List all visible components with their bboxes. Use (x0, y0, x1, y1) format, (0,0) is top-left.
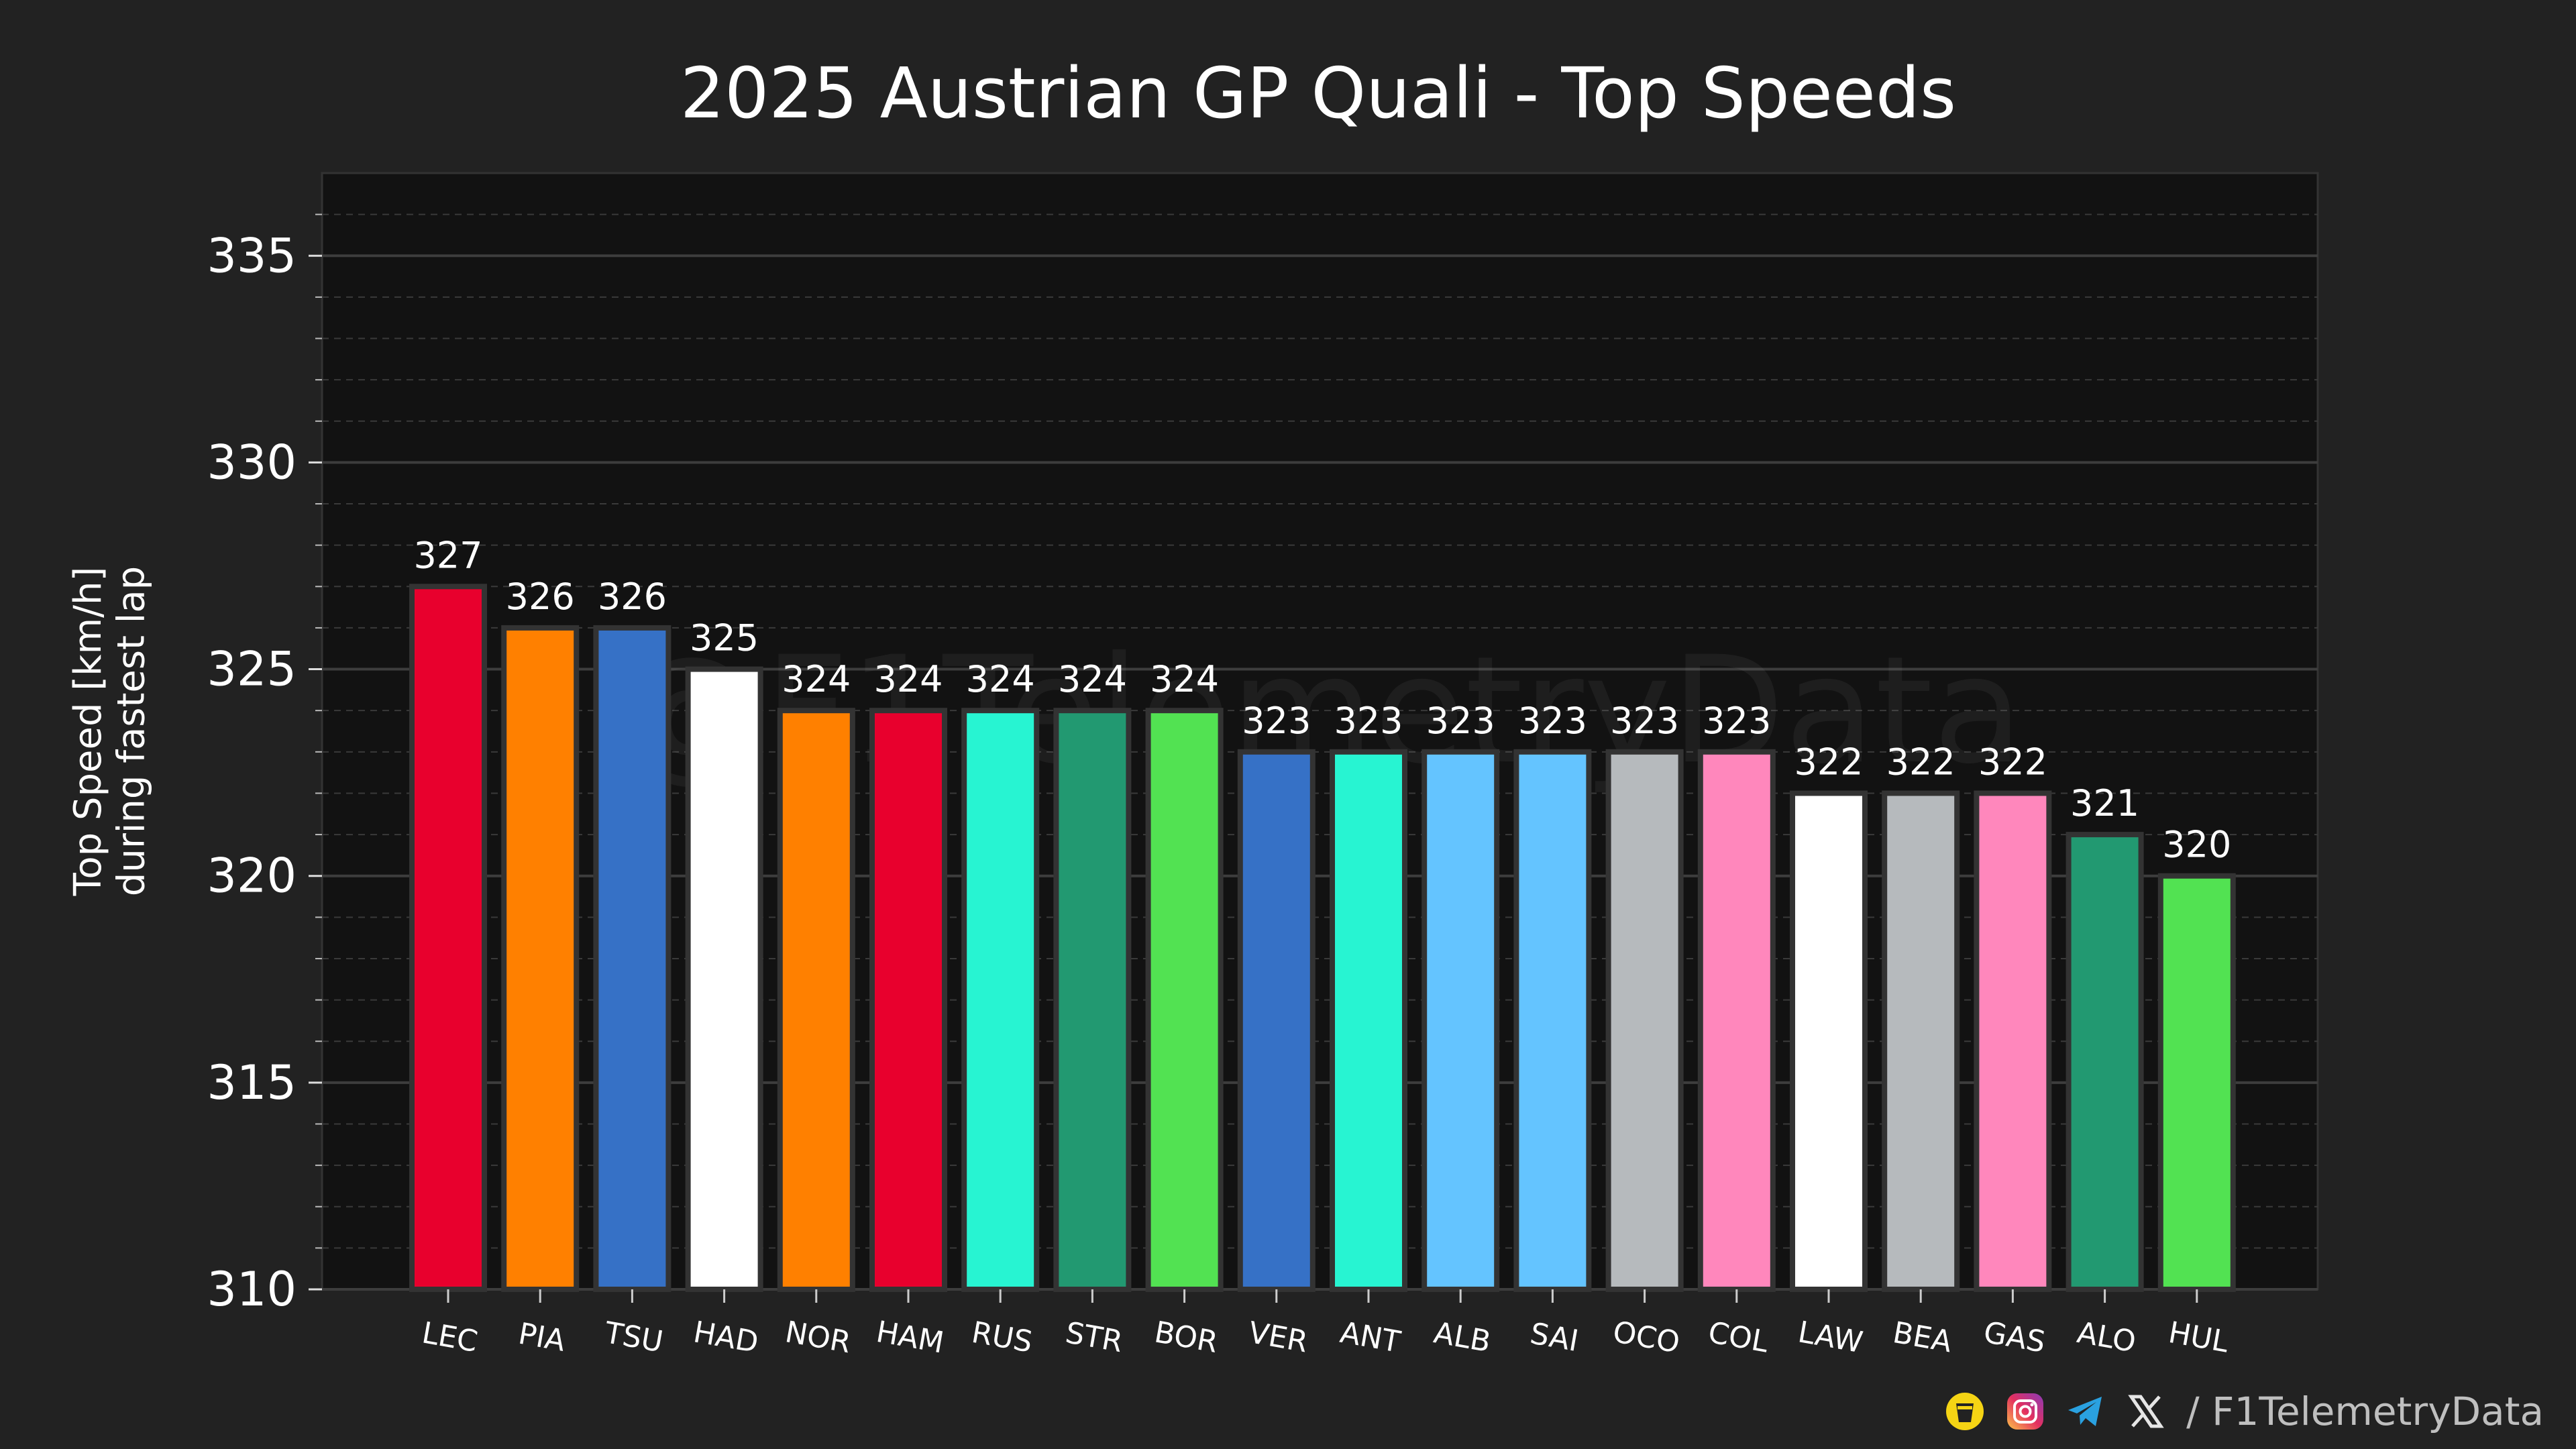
data-label: 324 (873, 658, 943, 700)
telegram-icon[interactable] (2065, 1391, 2106, 1432)
bar-col (1697, 749, 1776, 1292)
chart-title: 2025 Austrian GP Quali - Top Speeds (680, 52, 1956, 134)
x-tick-label: SAI (1527, 1316, 1581, 1358)
x-tick-label: BOR (1152, 1315, 1220, 1360)
data-label: 323 (1242, 700, 1311, 742)
data-label: 323 (1702, 700, 1771, 742)
y-tick-label: 335 (207, 228, 297, 283)
data-label: 322 (1794, 741, 1863, 783)
data-label: 324 (782, 658, 851, 700)
y-tick-label: 320 (207, 849, 297, 904)
bar-oco (1605, 749, 1684, 1292)
y-tick-label: 315 (207, 1055, 297, 1110)
x-logo-icon[interactable] (2126, 1391, 2166, 1432)
x-tick-label: ALO (2075, 1316, 2139, 1359)
x-tick-label: ANT (1338, 1316, 1403, 1360)
bar-rus (961, 708, 1040, 1292)
footer-credits: / F1TelemetryData (1945, 1387, 2544, 1436)
x-tick-label: HAD (691, 1315, 761, 1360)
bar-bor (1145, 708, 1224, 1292)
bar-lec (409, 584, 487, 1293)
x-tick-label: COL (1706, 1316, 1772, 1360)
data-label: 320 (2162, 824, 2231, 866)
data-label: 326 (598, 576, 667, 618)
x-tick-label: ALB (1432, 1316, 1493, 1359)
data-label: 323 (1426, 700, 1495, 742)
x-tick-label: LAW (1795, 1315, 1865, 1360)
footer-handle[interactable]: / F1TelemetryData (2186, 1389, 2544, 1434)
x-tick-label: PIA (516, 1317, 568, 1358)
y-axis-label: Top Speed [km/h]during fastest lap (66, 566, 153, 897)
kofi-cup-icon[interactable] (1945, 1391, 1985, 1432)
x-tick-label: HUL (2166, 1316, 2232, 1360)
x-tick-label: VER (1246, 1316, 1310, 1360)
bar-hul (2157, 873, 2236, 1293)
data-label: 323 (1610, 700, 1679, 742)
x-tick-label: OCO (1610, 1315, 1682, 1360)
data-label: 324 (1150, 658, 1219, 700)
y-axis-label-line: Top Speed [km/h] (66, 567, 110, 897)
bar-alo (2065, 832, 2144, 1292)
data-label: 324 (966, 658, 1035, 700)
bar-nor (777, 708, 855, 1292)
bar-ver (1237, 749, 1316, 1292)
instagram-icon[interactable] (2005, 1391, 2045, 1432)
x-tick-label: TSU (602, 1316, 666, 1360)
x-tick-label: RUS (969, 1316, 1035, 1360)
data-label: 322 (1886, 741, 1955, 783)
bar-gas (1974, 790, 2052, 1292)
data-label: 322 (1978, 741, 2047, 783)
bar-pia (501, 625, 580, 1292)
y-tick-label: 330 (207, 435, 297, 490)
data-label: 324 (1058, 658, 1127, 700)
y-tick-label: 325 (207, 642, 297, 697)
data-label: 325 (690, 617, 759, 659)
data-label: 323 (1334, 700, 1403, 742)
bar-tsu (593, 625, 672, 1292)
bar-ham (869, 708, 947, 1292)
y-tick-label: 310 (207, 1262, 297, 1317)
y-axis-label-line: during fastest lap (109, 566, 153, 896)
bar-bea (1882, 790, 1960, 1292)
bar-ant (1330, 749, 1407, 1292)
x-tick-label: BEA (1890, 1316, 1955, 1360)
bar-str (1053, 708, 1132, 1292)
x-tick-label: GAS (1981, 1316, 2048, 1360)
bar-alb (1421, 749, 1500, 1292)
bar-sai (1513, 749, 1592, 1292)
x-tick-label: NOR (783, 1315, 853, 1360)
x-tick-label: HAM (873, 1315, 946, 1360)
data-label: 327 (413, 534, 482, 576)
bar-law (1790, 790, 1868, 1292)
data-label: 323 (1518, 700, 1587, 742)
data-label: 326 (506, 576, 575, 618)
bar-had (685, 666, 763, 1292)
x-tick-label: STR (1063, 1316, 1125, 1359)
data-label: 321 (2070, 782, 2139, 824)
x-tick-label: LEC (419, 1316, 480, 1359)
